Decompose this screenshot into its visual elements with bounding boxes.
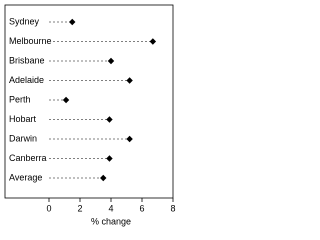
dot — [106, 155, 113, 162]
dot — [126, 135, 133, 143]
y-tick-label: Average — [9, 172, 42, 182]
x-tick-label: 6 — [139, 203, 144, 213]
y-tick-label: Brisbane — [9, 55, 45, 65]
y-tick-label: Perth — [9, 94, 31, 104]
y-tick-label: Darwin — [9, 133, 37, 143]
dot — [69, 18, 76, 26]
x-tick-label: 8 — [170, 203, 175, 213]
dot — [62, 96, 70, 104]
x-axis-label: % change — [91, 216, 131, 226]
y-tick-label: Adelaide — [9, 75, 44, 85]
y-tick-label: Melbourne — [9, 36, 52, 46]
x-tick-label: 0 — [46, 203, 51, 213]
dot — [149, 38, 157, 45]
dot — [100, 174, 107, 182]
dot — [107, 57, 115, 65]
plot-frame — [4, 4, 174, 199]
chart: % change 0 2 4 6 8 Sydney Melbourne Brisbane Ade… — [4, 4, 176, 226]
x-tick-label: 4 — [108, 203, 113, 213]
page: {"chart_data": {"type": "dot", "categori… — [4, 4, 176, 227]
y-tick-label: Sydney — [9, 16, 40, 26]
dot — [126, 77, 133, 84]
y-tick-label: Hobart — [9, 114, 37, 124]
dot — [106, 116, 113, 123]
x-tick-label: 2 — [77, 203, 82, 213]
y-tick-label: Canberra — [9, 153, 47, 163]
